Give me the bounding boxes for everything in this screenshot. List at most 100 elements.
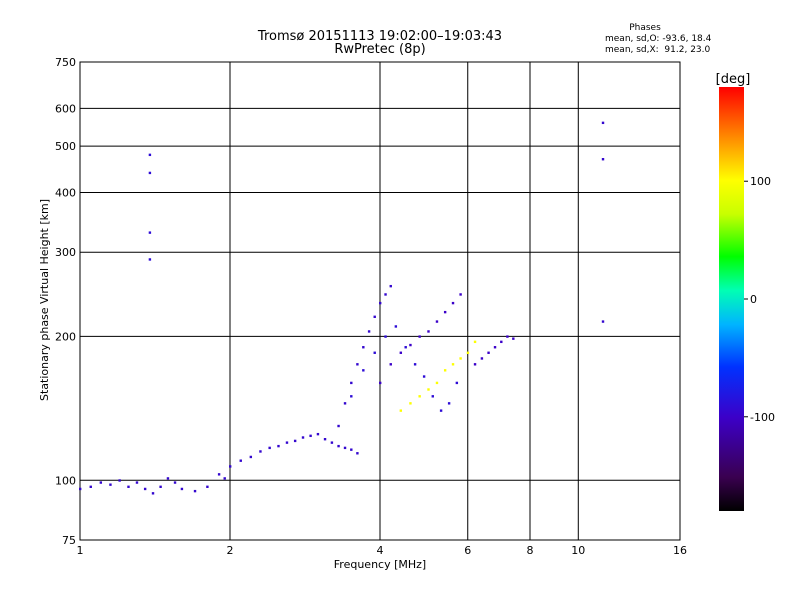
data-point bbox=[427, 330, 430, 333]
data-point bbox=[466, 351, 470, 354]
grid bbox=[80, 62, 680, 540]
data-point bbox=[180, 487, 184, 491]
stats-heading: Phases bbox=[629, 23, 661, 33]
data-point bbox=[356, 363, 359, 366]
data-point bbox=[480, 357, 484, 360]
data-point bbox=[118, 479, 121, 482]
data-point bbox=[500, 340, 503, 344]
data-point bbox=[443, 310, 447, 314]
colorbar-ticks: 100 0 -100 bbox=[744, 175, 775, 424]
data-point bbox=[389, 284, 392, 288]
data-point bbox=[443, 369, 447, 372]
data-point bbox=[337, 424, 340, 428]
data-point bbox=[399, 409, 403, 412]
data-point bbox=[293, 439, 297, 443]
data-point bbox=[373, 351, 376, 354]
colorbar: [deg] 100 0 -100 bbox=[716, 72, 775, 511]
data-point bbox=[135, 481, 139, 484]
chart-title: Tromsø 20151113 19:02:00–19:03:43 bbox=[257, 29, 502, 44]
x-tick-label: 1 bbox=[77, 544, 84, 557]
data-point bbox=[301, 436, 305, 439]
colorbar-tick-label: -100 bbox=[750, 411, 775, 424]
x-tick-label: 2 bbox=[227, 544, 234, 557]
colorbar-gradient bbox=[719, 87, 744, 511]
data-point bbox=[356, 452, 359, 455]
data-point bbox=[409, 343, 412, 347]
data-point bbox=[413, 363, 417, 366]
data-point bbox=[418, 335, 421, 338]
data-point bbox=[362, 346, 365, 349]
y-tick-label: 600 bbox=[55, 102, 76, 115]
data-point bbox=[487, 351, 490, 354]
x-tick-label: 10 bbox=[571, 544, 585, 557]
data-point bbox=[362, 369, 365, 372]
data-point bbox=[384, 293, 387, 296]
data-point bbox=[384, 335, 387, 338]
data-point bbox=[373, 315, 376, 319]
data-point bbox=[451, 301, 455, 305]
data-point bbox=[493, 346, 497, 349]
x-tick-label: 6 bbox=[464, 544, 471, 557]
data-point bbox=[399, 351, 403, 354]
data-point bbox=[473, 363, 477, 366]
y-tick-label: 75 bbox=[62, 534, 76, 547]
colorbar-label: [deg] bbox=[716, 72, 751, 87]
colorbar-tick-label: 100 bbox=[750, 175, 771, 188]
data-point bbox=[249, 455, 253, 459]
data-point bbox=[473, 340, 477, 344]
data-point bbox=[316, 432, 320, 436]
data-point bbox=[223, 477, 226, 480]
data-point bbox=[389, 363, 392, 366]
data-point bbox=[350, 448, 353, 451]
data-point bbox=[379, 381, 382, 385]
data-point bbox=[404, 346, 407, 349]
data-point bbox=[601, 320, 605, 323]
chart-subtitle: RwPretec (8p) bbox=[334, 42, 425, 57]
data-point bbox=[379, 301, 382, 305]
data-point bbox=[427, 388, 430, 391]
data-point bbox=[394, 325, 398, 328]
data-point bbox=[239, 459, 242, 462]
data-point bbox=[512, 337, 515, 340]
data-point bbox=[455, 381, 459, 385]
data-point bbox=[148, 231, 152, 234]
data-point bbox=[459, 293, 462, 296]
y-tick-label: 100 bbox=[55, 474, 76, 487]
data-point bbox=[148, 153, 152, 157]
data-point bbox=[601, 158, 605, 161]
x-tick-label: 4 bbox=[377, 544, 384, 557]
data-point bbox=[127, 485, 130, 489]
data-point bbox=[350, 395, 353, 398]
data-point bbox=[79, 487, 82, 491]
y-tick-label: 300 bbox=[55, 246, 76, 259]
data-point bbox=[109, 483, 112, 486]
data-point bbox=[367, 330, 371, 333]
data-point bbox=[337, 444, 340, 448]
data-point bbox=[206, 485, 209, 489]
y-tick-label: 500 bbox=[55, 140, 76, 153]
data-point bbox=[285, 441, 289, 444]
data-point bbox=[330, 441, 334, 444]
data-point bbox=[431, 395, 434, 398]
data-point bbox=[601, 121, 605, 125]
data-points bbox=[79, 121, 605, 495]
y-tick-label: 750 bbox=[55, 56, 76, 69]
x-ticks: 1 2 4 6 8 10 16 bbox=[77, 544, 688, 557]
x-tick-label: 16 bbox=[673, 544, 687, 557]
data-point bbox=[229, 465, 232, 468]
plot-area: 1 2 4 6 8 10 16 75 100 200 300 400 500 600 750 bbox=[55, 56, 687, 557]
data-point bbox=[89, 485, 92, 489]
data-point bbox=[309, 434, 312, 438]
data-point bbox=[151, 492, 155, 495]
data-point bbox=[159, 485, 162, 489]
y-tick-label: 200 bbox=[55, 330, 76, 343]
stats-line-x: mean, sd,X: 91.2, 23.0 bbox=[605, 45, 711, 55]
data-point bbox=[148, 258, 152, 261]
data-point bbox=[166, 477, 170, 480]
data-point bbox=[99, 481, 103, 484]
data-point bbox=[217, 473, 221, 476]
data-point bbox=[268, 446, 271, 450]
data-point bbox=[193, 489, 197, 493]
colorbar-tick-label: 0 bbox=[750, 293, 757, 306]
data-point bbox=[173, 481, 177, 484]
